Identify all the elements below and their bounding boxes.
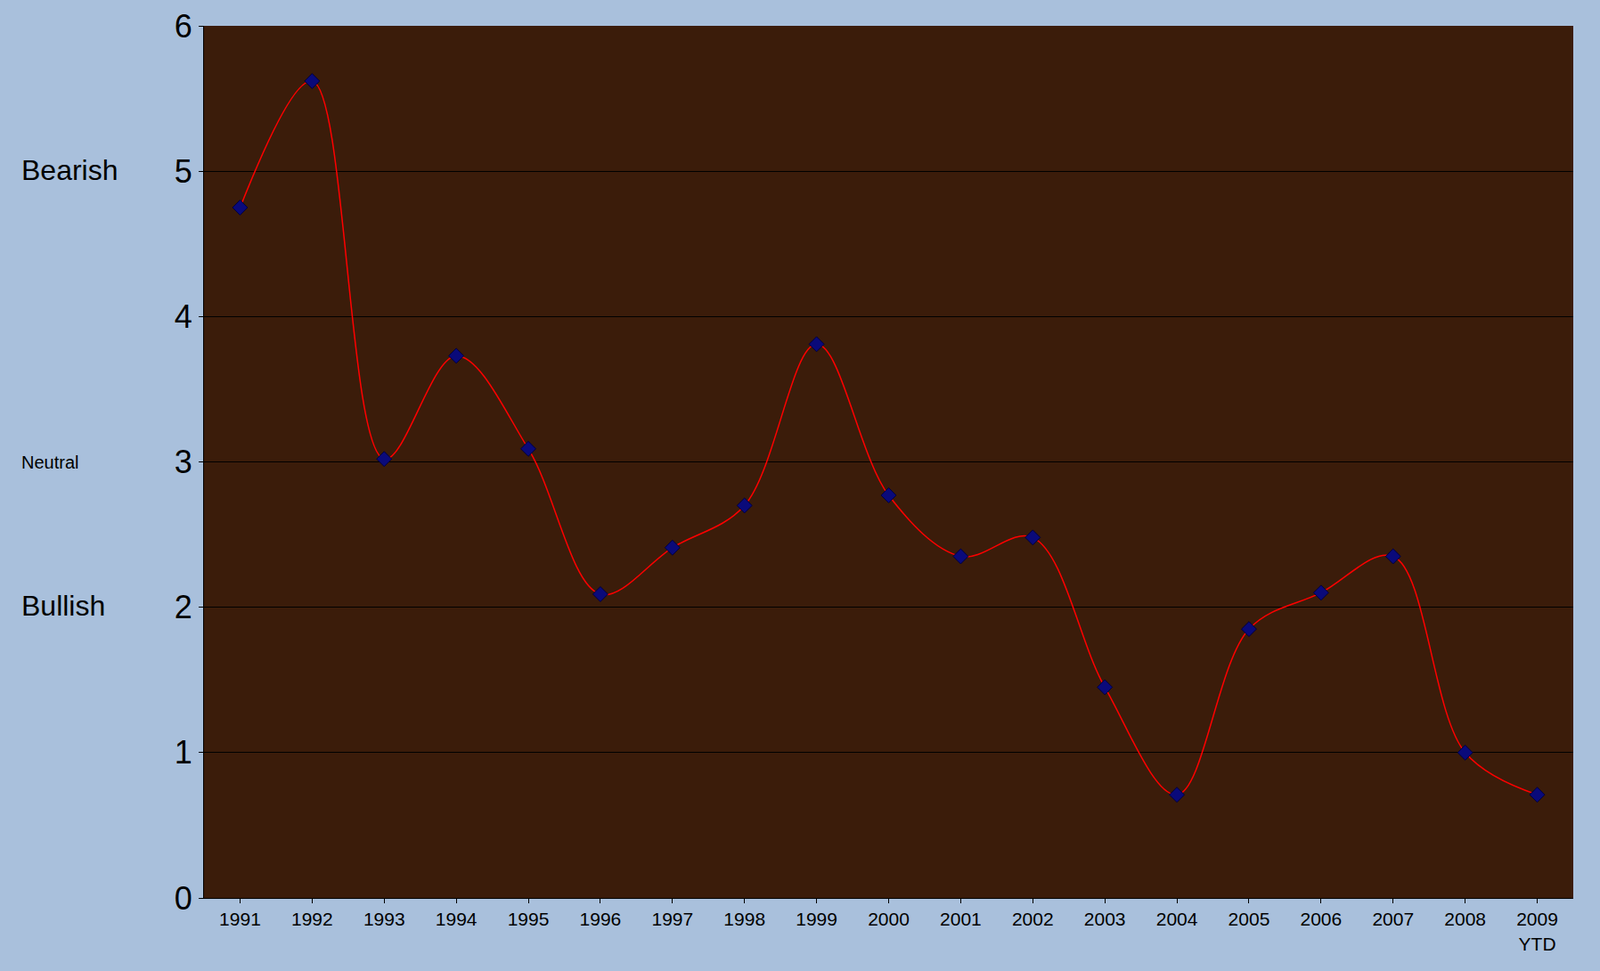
svg-text:4: 4: [174, 298, 193, 335]
svg-text:1995: 1995: [507, 908, 550, 930]
svg-text:1997: 1997: [651, 908, 694, 930]
svg-text:5: 5: [174, 153, 193, 190]
svg-text:1992: 1992: [291, 908, 334, 930]
svg-text:Bullish: Bullish: [21, 589, 106, 622]
svg-text:1996: 1996: [579, 908, 622, 930]
svg-text:2008: 2008: [1444, 908, 1486, 930]
svg-text:2006: 2006: [1300, 908, 1343, 930]
svg-text:2003: 2003: [1084, 908, 1127, 930]
svg-text:3: 3: [174, 443, 193, 481]
svg-text:0: 0: [174, 880, 193, 917]
svg-text:1991: 1991: [219, 908, 262, 930]
svg-text:2009YTD: 2009YTD: [1516, 908, 1559, 954]
svg-text:6: 6: [174, 8, 193, 45]
svg-text:2001: 2001: [939, 908, 982, 930]
svg-text:2000: 2000: [867, 908, 910, 930]
svg-text:1: 1: [174, 734, 193, 771]
svg-text:1993: 1993: [363, 908, 406, 930]
svg-text:2005: 2005: [1228, 908, 1271, 930]
svg-text:2: 2: [174, 588, 193, 626]
svg-text:1999: 1999: [795, 908, 838, 930]
svg-text:1994: 1994: [435, 908, 478, 930]
svg-text:1998: 1998: [723, 908, 766, 930]
svg-text:2007: 2007: [1371, 908, 1414, 930]
svg-text:Neutral: Neutral: [21, 452, 79, 473]
svg-text:2004: 2004: [1156, 908, 1199, 930]
svg-text:Bearish: Bearish: [21, 154, 119, 187]
svg-text:2002: 2002: [1012, 908, 1054, 930]
